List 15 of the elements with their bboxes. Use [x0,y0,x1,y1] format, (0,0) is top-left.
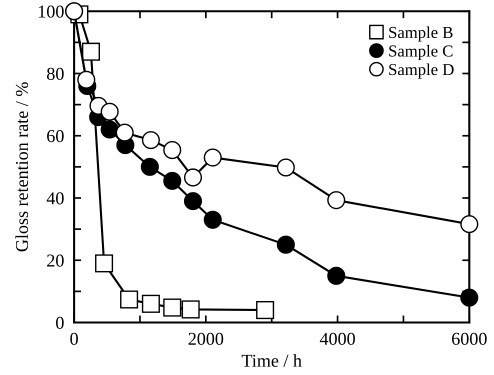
y-axis-title: Gloss retention rate / % [15,82,28,252]
y-tick-label: 20 [47,254,64,267]
y-tick-label: 40 [46,192,64,204]
x-tick-label: 4000 [320,332,355,345]
y-tick-label: 60 [47,130,64,142]
y-tick-label: 80 [47,68,64,80]
x-tick-label: 6000 [452,332,487,345]
legend-label: Sample C [389,44,452,60]
x-axis-title: Time / h [242,354,302,367]
legend-label: Sample B [389,26,453,42]
y-tick-label: 100 [38,6,64,18]
x-tick-label: 0 [70,332,78,345]
x-tick-label: 2000 [188,332,224,345]
legend-label: Sample D [389,63,454,79]
y-tick-label: 0 [56,316,64,329]
